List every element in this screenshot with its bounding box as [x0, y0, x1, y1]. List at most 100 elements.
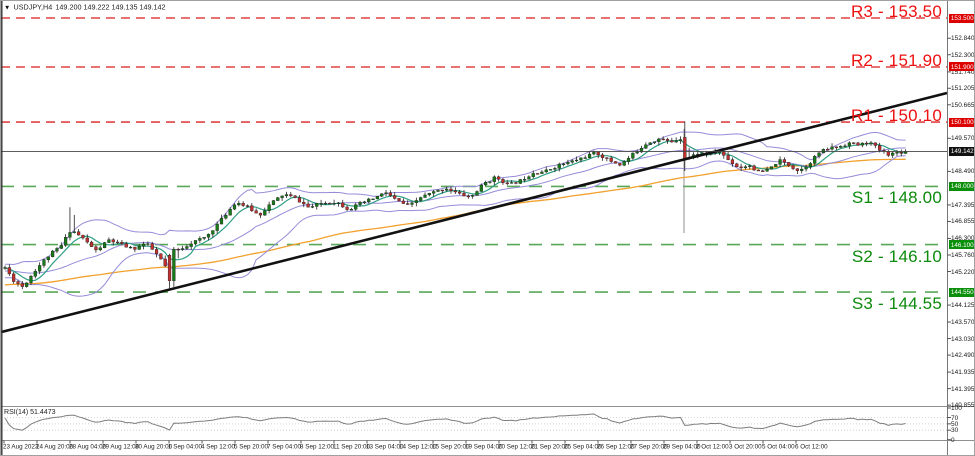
rsi-scale-label: 0	[951, 435, 955, 443]
candle-bullish	[635, 151, 639, 154]
chart-symbol-timeframe: USDJPY,H4	[13, 3, 53, 11]
price-tick-label: 146.300	[951, 234, 975, 242]
ma-slow-line	[4, 158, 906, 286]
time-axis-label: 19 Sep 04:00	[465, 443, 503, 450]
candle-bearish	[449, 188, 453, 192]
time-axis-label: 5 Sep 20:00	[234, 443, 268, 450]
level-label-r2: R2 - 151.90	[850, 50, 942, 70]
candle-bullish	[3, 267, 7, 269]
candle-bullish	[219, 217, 224, 225]
candle-bullish	[323, 202, 328, 205]
time-axis-label: 28 Aug 04:00	[69, 443, 107, 450]
candle-bearish	[393, 195, 397, 199]
price-tick-label: 152.300	[951, 50, 975, 58]
candle-bullish	[202, 237, 206, 239]
candle-bearish	[462, 193, 466, 197]
candle-bearish	[254, 210, 258, 214]
candle-bearish	[826, 149, 830, 151]
price-tick-label: 143.030	[951, 334, 975, 342]
time-axis-label: 5 Oct 04:00	[762, 443, 795, 450]
price-tick-label: 148.490	[951, 167, 975, 175]
candle-bullish	[349, 209, 353, 211]
candle-bearish	[458, 191, 462, 194]
candle-bullish	[769, 166, 774, 170]
candle-bullish	[72, 231, 76, 233]
candle-bearish	[7, 267, 11, 275]
candle-bullish	[626, 157, 631, 162]
candle-bullish	[860, 142, 864, 146]
candle-bullish	[869, 142, 873, 145]
price-tick-label: 141.935	[951, 368, 975, 376]
candle-bearish	[791, 165, 795, 169]
level-label-r1: R1 - 150.10	[850, 106, 942, 126]
candle-bearish	[730, 159, 735, 165]
price-tick-label: 147.395	[951, 200, 975, 209]
candle-bullish	[206, 233, 211, 238]
time-axis-label: 21 Sep 20:00	[531, 443, 569, 450]
candle-bearish	[163, 258, 167, 267]
candle-bullish	[59, 245, 63, 249]
price-tick-label: 149.570	[951, 134, 975, 142]
candle-bullish	[211, 230, 215, 235]
price-axis[interactable]: 152.840152.300151.740151.205150.665149.5…	[949, 1, 975, 455]
candle-bullish	[895, 152, 899, 154]
candle-bullish	[55, 248, 59, 252]
candle-bullish	[33, 270, 37, 277]
candle-bearish	[401, 200, 405, 204]
price-badge-support: 146.100	[949, 240, 974, 250]
candle-bearish	[440, 189, 444, 192]
candle-bearish	[497, 176, 501, 180]
candle-bullish	[510, 182, 514, 184]
candle-bullish	[215, 223, 219, 231]
rsi-indicator-label: RSI(14) 51.4473	[4, 408, 56, 416]
candle-bullish	[68, 232, 72, 238]
candle-bullish	[843, 145, 847, 147]
candle-bullish	[410, 202, 414, 205]
candle-bullish	[51, 250, 55, 257]
candle-bearish	[406, 203, 410, 205]
candle-bearish	[250, 205, 254, 211]
candle-bullish	[25, 282, 29, 287]
price-tick-label: 150.665	[951, 100, 975, 108]
candle-bullish	[561, 163, 566, 165]
candle-bullish	[189, 243, 193, 247]
candle-bullish	[544, 169, 548, 173]
candle-bearish	[154, 249, 159, 254]
price-badge-last-price: 149.142	[949, 146, 974, 156]
candle-bullish	[46, 256, 50, 261]
candle-bullish	[380, 193, 384, 197]
time-axis[interactable]: 23 Aug 2023 24 Aug 20:00 28 Aug 04:00 29 Au…	[1, 442, 947, 455]
candle-bullish	[98, 247, 102, 251]
time-axis-label: 14 Sep 12:00	[399, 443, 437, 450]
candle-bullish	[375, 195, 379, 200]
candle-bearish	[81, 234, 85, 239]
candle-bullish	[553, 168, 557, 170]
candle-bullish	[570, 160, 574, 163]
candle-bearish	[397, 198, 401, 202]
candle-bullish	[847, 142, 851, 147]
candle-bullish	[678, 139, 683, 141]
candle-bullish	[484, 182, 488, 186]
candle-bearish	[739, 166, 743, 169]
candle-bullish	[315, 203, 319, 207]
candle-bullish	[557, 163, 561, 169]
candle-bullish	[891, 152, 895, 156]
candle-bullish	[137, 245, 141, 250]
candle-bullish	[146, 243, 150, 245]
candle-bearish	[873, 142, 877, 146]
chart-dropdown-icon[interactable]: ▼	[4, 3, 11, 11]
candle-bullish	[185, 246, 189, 249]
time-axis-label: 11 Sep 20:00	[333, 443, 371, 450]
candle-bullish	[778, 159, 782, 165]
candle-bearish	[787, 162, 791, 166]
candle-bearish	[124, 243, 128, 248]
candle-bearish	[176, 248, 180, 251]
candle-bearish	[345, 206, 349, 210]
candle-bullish	[622, 161, 626, 166]
candle-bullish	[488, 181, 492, 183]
candle-bearish	[297, 197, 302, 203]
bollinger-upper-band	[4, 131, 906, 266]
candle-bearish	[856, 142, 860, 146]
candle-bullish	[579, 157, 583, 161]
